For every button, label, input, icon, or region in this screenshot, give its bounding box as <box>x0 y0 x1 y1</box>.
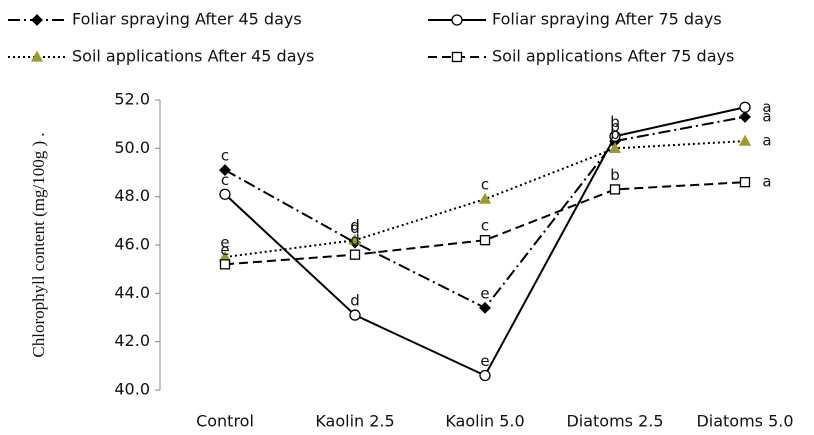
point <box>479 301 491 314</box>
significance-letter: d <box>350 292 360 310</box>
point <box>479 235 491 246</box>
legend-label: Foliar spraying After 75 days <box>492 10 722 29</box>
y-axis-label: Chlorophyll content (mg/100g ) . <box>29 132 48 357</box>
x-tick-label: Diatoms 5.0 <box>696 412 793 431</box>
y-tick-label: 50.0 <box>114 138 150 157</box>
legend-marker <box>31 14 43 26</box>
significance-letter: b <box>610 113 620 131</box>
significance-letter: e <box>220 241 229 259</box>
significance-letter: a <box>762 173 771 191</box>
legend-label: Soil applications After 45 days <box>72 47 314 66</box>
point <box>219 188 231 200</box>
significance-letter: e <box>480 352 489 370</box>
y-tick-label: 42.0 <box>114 331 150 350</box>
point <box>609 184 621 195</box>
point <box>609 130 621 142</box>
legend-marker <box>30 50 44 62</box>
series-line <box>224 181 746 266</box>
significance-letter: a <box>762 107 771 125</box>
significance-letter: e <box>480 284 489 302</box>
significance-letter: c <box>221 147 229 165</box>
significance-letter: d <box>350 217 360 235</box>
x-tick-label: Diatoms 2.5 <box>566 412 663 431</box>
series-line <box>224 140 746 259</box>
significance-letter: d <box>350 231 360 249</box>
y-tick-label: 44.0 <box>114 283 150 302</box>
significance-letter: b <box>610 118 620 136</box>
significance-letter: b <box>610 166 620 184</box>
y-tick-label: 40.0 <box>114 380 150 399</box>
x-tick-label: Kaolin 2.5 <box>315 412 394 431</box>
point <box>349 249 361 260</box>
significance-letter: d <box>350 219 360 237</box>
significance-letter: c <box>481 217 489 235</box>
point <box>219 164 231 177</box>
point <box>739 177 751 188</box>
point <box>739 101 751 113</box>
significance-letter: e <box>220 234 229 252</box>
legend-marker <box>451 14 463 26</box>
point <box>348 233 362 245</box>
significance-letter: a <box>762 132 771 150</box>
point <box>219 259 231 270</box>
point <box>349 309 361 321</box>
point <box>479 369 491 382</box>
legend-label: Foliar spraying After 45 days <box>72 10 302 29</box>
series-line <box>224 115 746 310</box>
point <box>738 134 752 146</box>
point <box>739 110 751 123</box>
y-tick-label: 48.0 <box>114 186 150 205</box>
significance-letter: a <box>762 98 771 116</box>
y-tick-label: 52.0 <box>114 90 150 109</box>
significance-letter: c <box>221 171 229 189</box>
point <box>478 192 492 204</box>
x-tick-label: Control <box>196 412 254 431</box>
significance-letter: b <box>610 125 620 143</box>
legend-marker <box>451 51 463 63</box>
y-tick-label: 46.0 <box>114 235 150 254</box>
x-tick-label: Kaolin 5.0 <box>445 412 524 431</box>
significance-letter: c <box>481 176 489 194</box>
point <box>608 141 622 153</box>
legend-label: Soil applications After 75 days <box>492 47 734 66</box>
